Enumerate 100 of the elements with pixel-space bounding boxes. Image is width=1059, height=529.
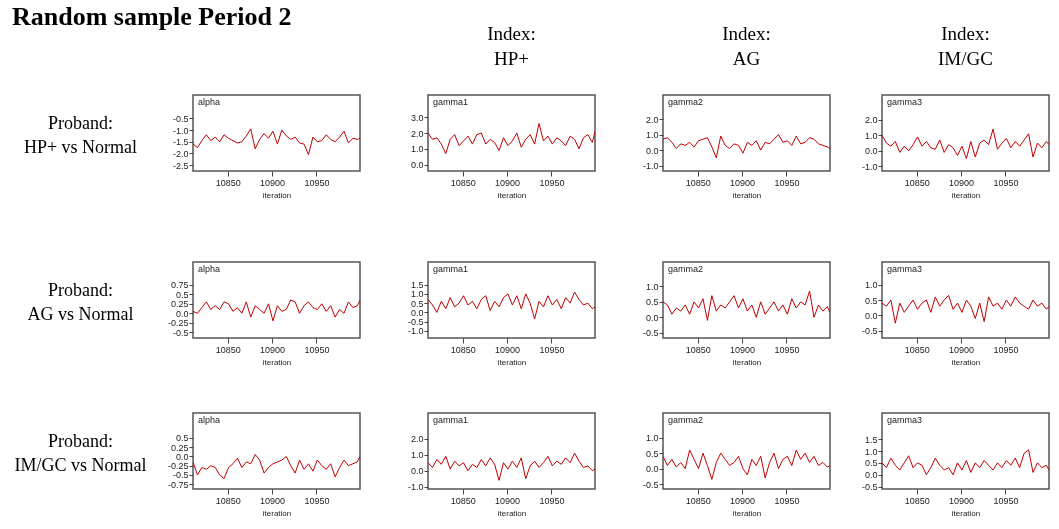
x-tick-label: 10950 (304, 177, 330, 188)
x-axis-title: iteration (732, 190, 762, 200)
chart-title: alpha (198, 415, 221, 425)
y-tick-label: -0.25 (167, 318, 189, 329)
x-tick-label: 10850 (685, 177, 711, 188)
y-tick-label: -0.5 (407, 317, 424, 328)
y-tick-label: -0.5 (861, 482, 878, 493)
line-series (428, 291, 595, 320)
x-tick-label: 10850 (450, 495, 476, 506)
y-tick-label: 1.5 (864, 434, 878, 445)
line-series (882, 449, 1049, 476)
x-tick-label: 10900 (495, 344, 521, 355)
text: Random sample Period 2 (12, 2, 292, 32)
y-tick-label: 0.5 (864, 458, 878, 469)
x-tick-label: 10900 (260, 495, 286, 506)
line-series (193, 454, 360, 480)
y-tick-label: 1.0 (864, 130, 878, 141)
x-tick-label: 10950 (539, 495, 565, 506)
y-tick-label: 0.0 (410, 160, 424, 171)
y-tick-label: -0.5 (642, 479, 659, 490)
y-tick-label: 0.0 (864, 146, 878, 157)
y-tick-label: -0.25 (167, 461, 189, 472)
y-tick-label: 0.0 (175, 451, 189, 462)
y-tick-label: 0.0 (645, 464, 659, 475)
chart-title: gamma2 (668, 415, 704, 425)
y-tick-label: 0.0 (410, 466, 424, 477)
chart-subtitle: Index: AG (722, 23, 771, 69)
y-tick-label: -1.0 (407, 326, 424, 337)
y-tick-label: -1.0 (407, 482, 424, 493)
y-tick-label: 0.0 (864, 310, 878, 321)
x-tick-label: 10950 (993, 177, 1019, 188)
chart-title: gamma3 (887, 264, 923, 274)
y-tick-label: -1.0 (861, 161, 878, 172)
x-axis-title: iteration (951, 190, 981, 200)
x-tick-label: 10900 (495, 495, 521, 506)
y-tick-label: -0.5 (642, 328, 659, 339)
x-tick-label: 10950 (993, 344, 1019, 355)
y-tick-label: -0.75 (167, 479, 189, 490)
y-tick-label: 1.0 (410, 144, 424, 155)
x-tick-label: 10850 (215, 495, 241, 506)
y-tick-label: 0.5 (410, 298, 424, 309)
x-tick-label: 10850 (904, 177, 930, 188)
y-tick-label: -1.0 (172, 125, 189, 136)
x-tick-label: 10950 (993, 495, 1019, 506)
x-tick-label: 10900 (495, 177, 521, 188)
y-axis-title: Proband: AG vs Normal (27, 279, 134, 324)
y-tick-label: 2.0 (410, 128, 424, 139)
y-tick-label: -0.5 (172, 470, 189, 481)
y-tick-label: 0.25 (170, 299, 189, 310)
y-tick-label: 1.0 (410, 450, 424, 461)
line-series (193, 128, 360, 156)
chart-title: gamma1 (433, 415, 469, 425)
line-series (663, 290, 830, 321)
y-tick-label: 1.0 (864, 446, 878, 457)
x-axis-title: iteration (951, 508, 981, 518)
x-tick-label: 10900 (730, 495, 756, 506)
y-tick-label: -1.0 (642, 161, 659, 172)
y-tick-label: -2.0 (172, 148, 189, 159)
y-tick-label: 1.0 (864, 280, 878, 291)
x-tick-label: 10950 (304, 495, 330, 506)
x-tick-label: 10950 (539, 177, 565, 188)
y-tick-label: 0.0 (645, 145, 659, 156)
x-axis-title: iteration (262, 190, 292, 200)
y-tick-label: -2.5 (172, 160, 189, 171)
chart-title: gamma2 (668, 264, 704, 274)
chart-subtitle: Index: IM/GC (938, 23, 993, 69)
y-tick-label: 0.0 (175, 308, 189, 319)
y-tick-label: 1.0 (645, 433, 659, 444)
y-tick-label: 0.0 (410, 307, 424, 318)
y-tick-label: 0.5 (864, 295, 878, 306)
x-tick-label: 10900 (730, 344, 756, 355)
line-series (193, 299, 360, 322)
x-tick-label: 10850 (904, 344, 930, 355)
chart-title: gamma2 (668, 97, 704, 107)
x-tick-label: 10900 (730, 177, 756, 188)
line-series (882, 128, 1049, 160)
y-axis-title: Proband: HP+ vs Normal (23, 112, 138, 157)
x-tick-label: 10950 (774, 177, 800, 188)
x-tick-label: 10950 (304, 344, 330, 355)
x-axis-title: iteration (262, 508, 292, 518)
x-tick-label: 10950 (774, 344, 800, 355)
y-tick-label: 1.0 (410, 289, 424, 300)
line-series (663, 134, 830, 159)
x-axis-title: iteration (497, 508, 527, 518)
x-axis-title: iteration (262, 357, 292, 367)
x-tick-label: 10900 (949, 495, 975, 506)
chart-title: alpha (198, 264, 221, 274)
y-tick-label: -1.5 (172, 137, 189, 148)
y-tick-label: 0.5 (175, 289, 189, 300)
y-tick-label: 0.0 (864, 470, 878, 481)
x-tick-label: 10950 (774, 495, 800, 506)
x-tick-label: 10950 (539, 344, 565, 355)
x-axis-title: iteration (497, 357, 527, 367)
x-axis-title: iteration (732, 357, 762, 367)
y-tick-label: 2.0 (645, 114, 659, 125)
y-tick-label: 0.25 (170, 442, 189, 453)
chart-title: gamma1 (433, 97, 469, 107)
x-tick-label: 10850 (685, 495, 711, 506)
y-tick-label: -0.5 (861, 326, 878, 337)
x-tick-label: 10900 (949, 177, 975, 188)
